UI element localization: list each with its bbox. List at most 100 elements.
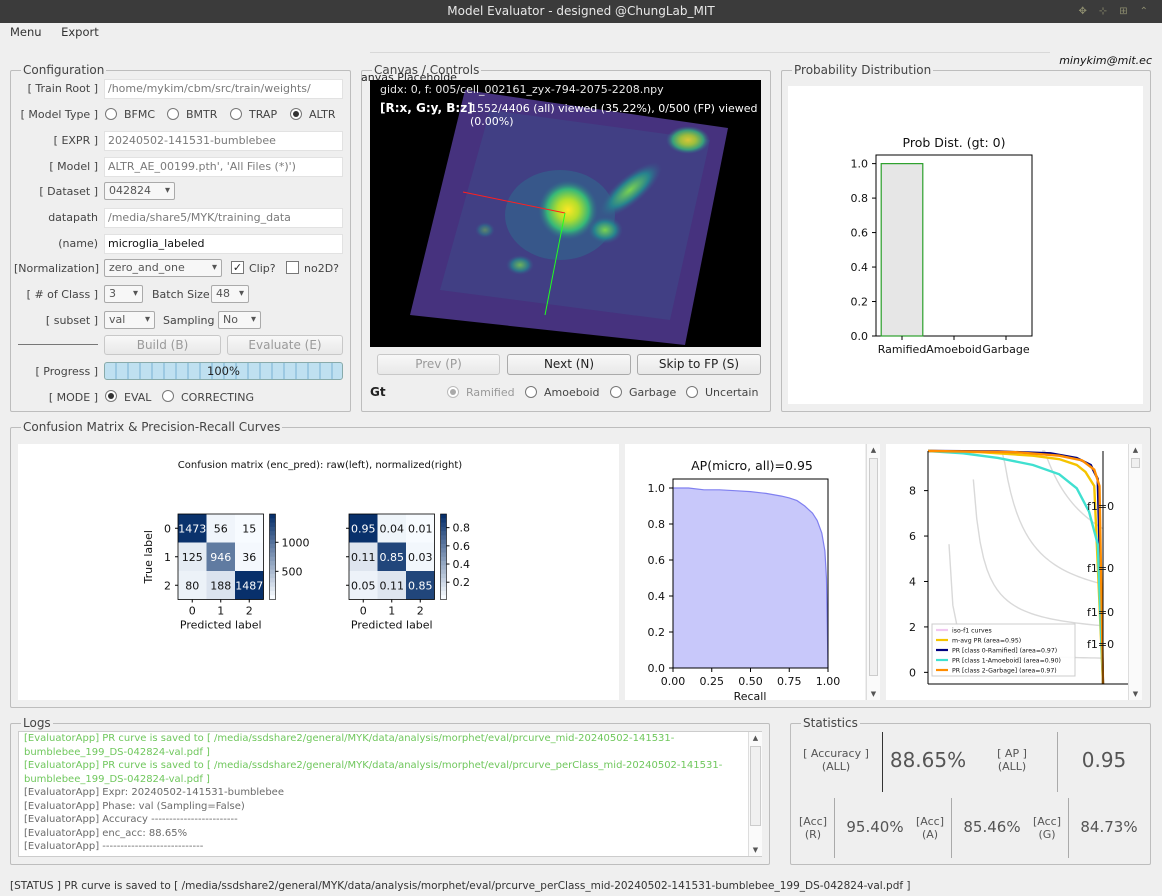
evaluate-button[interactable]: Evaluate (E) (227, 335, 343, 355)
gt-uncertain-radio[interactable] (686, 386, 698, 398)
cm-colorbar-segment (269, 573, 276, 579)
cm-colorbar-segment (440, 573, 447, 579)
model-type-bmtr-radio[interactable] (167, 108, 179, 120)
window-titlebar: Model Evaluator - designed @ChungLab_MIT (0, 0, 1162, 23)
cm-xtick-label: 1 (388, 605, 395, 618)
log-line: bumblebee_199_DS-042824-val.pdf ] (24, 746, 210, 758)
dataset-select[interactable]: 042824 (104, 182, 175, 200)
pr-legend-label: PR [class 0-Ramified] (area=0.97) (952, 648, 1057, 655)
gt-garbage-radio[interactable] (610, 386, 622, 398)
maximize-icon[interactable]: ⊞ (1119, 6, 1128, 17)
build-button[interactable]: Build (B) (104, 335, 221, 355)
cm-ytick-label: 0 (164, 522, 171, 535)
pr-ytick-label: 6 (909, 530, 916, 543)
cm-xtick-label: 0 (360, 605, 367, 618)
cm-cell-value: 0.03 (408, 551, 433, 564)
cm-colorbar-segment (440, 552, 447, 558)
next-button[interactable]: Next (N) (507, 354, 631, 375)
iso-f1-label: f1=0 (1087, 500, 1114, 513)
pr-ytick-label: 2 (909, 621, 916, 634)
cm-cell-value: 0.95 (351, 522, 376, 535)
log-view[interactable]: [EvaluatorApp] PR curve is saved to [ /m… (18, 731, 762, 857)
stat-ap-value: 0.95 (1081, 748, 1127, 772)
status-bar: [STATUS ] PR curve is saved to [ /media/… (0, 876, 1162, 896)
ap-scrollbar[interactable]: ▲ ▼ (866, 444, 880, 700)
model-type-bfmc-radio[interactable] (105, 108, 117, 120)
cm-colorbar-segment (269, 582, 276, 588)
cm-colorbar-segment (269, 561, 276, 566)
cm-colorbar-segment (269, 586, 276, 592)
iso-f1-curve (1001, 450, 1104, 585)
sampling-select[interactable]: No (218, 311, 261, 329)
menu-item-export[interactable]: Export (61, 25, 99, 39)
gt-ramified-label: Ramified (466, 386, 515, 399)
scroll-down-icon[interactable]: ▼ (752, 846, 759, 854)
model-type-trap-label: TRAP (249, 108, 278, 121)
prob-xtick-label: Amoeboid (926, 343, 982, 356)
model-field[interactable]: ALTR_AE_00199.pth', 'All Files (*)') (104, 157, 343, 177)
train-root-field[interactable]: /home/mykim/cbm/src/train/weights/ (104, 79, 343, 99)
expr-field[interactable]: 20240502-141531-bumblebee (104, 131, 343, 151)
cm-cell (406, 542, 435, 571)
clip-checkbox[interactable]: ✓ (231, 261, 244, 274)
scroll-up-icon[interactable]: ▲ (752, 734, 759, 742)
normalization-select[interactable]: zero_and_one (104, 259, 222, 277)
scroll-up-icon[interactable]: ▲ (870, 446, 877, 454)
log-line: [EvaluatorApp] Phase: val (Sampling=Fals… (24, 800, 245, 812)
pin-icon[interactable]: ✥ (1078, 6, 1087, 17)
model-type-altr-radio[interactable] (290, 108, 302, 120)
ap-xtick-label: 0.25 (700, 675, 725, 688)
batch-size-spinner[interactable]: 48 (211, 285, 249, 303)
cm-colorbar-segment (269, 569, 276, 575)
cm-cell (406, 514, 435, 543)
minimize-icon[interactable]: ⊹ (1098, 6, 1108, 17)
gt-amoeboid-radio[interactable] (525, 386, 537, 398)
scroll-thumb[interactable] (869, 458, 878, 676)
iso-f1-curve (972, 479, 1104, 627)
gt-ramified-radio[interactable] (447, 386, 459, 398)
prob-xtick-label: Ramified (878, 343, 927, 356)
scroll-down-icon[interactable]: ▼ (1132, 690, 1139, 698)
cm-cell-value: 0.05 (351, 579, 376, 592)
expr-label: [ EXPR ] (53, 134, 98, 147)
scroll-thumb[interactable] (750, 746, 761, 826)
cm-colorbar-label: 0.6 (453, 540, 471, 553)
normalization-label: [Normalization] (14, 262, 100, 275)
mode-eval-radio[interactable] (105, 390, 117, 402)
model-type-trap-radio[interactable] (230, 108, 242, 120)
scroll-up-icon[interactable]: ▲ (1132, 446, 1139, 454)
cm-cell-value: 15 (242, 522, 256, 535)
stat-acc-g-value: 84.73% (1080, 818, 1138, 836)
batch-size-label: Batch Size (152, 288, 210, 301)
prob-chart-panel: Prob Dist. (gt: 0) 0.0 0.2 0.4 0.6 0.8 1.0 Ra… (788, 86, 1143, 404)
stat-acc-g-label: [Acc] (G) (1032, 815, 1061, 841)
skip-fp-button[interactable]: Skip to FP (S) (637, 354, 761, 375)
cm-colorbar-label: 0.2 (453, 576, 471, 589)
datapath-field[interactable]: /media/share5/MYK/training_data (104, 208, 343, 228)
prob-ytick-label: 0.4 (851, 261, 869, 274)
no2d-checkbox[interactable] (286, 261, 299, 274)
stat-accuracy-label: [ Accuracy ] (ALL) (803, 747, 869, 773)
progress-bar: 100% (104, 362, 343, 380)
name-field[interactable]: microglia_labeled (104, 234, 343, 254)
mode-correcting-radio[interactable] (162, 390, 174, 402)
cm-colorbar-segment (440, 518, 447, 524)
num-class-select[interactable]: 3 (104, 285, 143, 303)
menu-item-menu[interactable]: Menu (10, 25, 42, 39)
subset-select[interactable]: val (104, 311, 155, 329)
cm-colorbar-segment (440, 535, 447, 541)
cm-colorbar-segment (269, 539, 276, 545)
scroll-thumb[interactable] (1131, 458, 1140, 468)
close-icon[interactable]: ⌃ (1139, 6, 1148, 17)
pr-scrollbar[interactable]: ▲ ▼ (1128, 444, 1142, 700)
statistics-group: Statistics (790, 716, 1151, 865)
scroll-down-icon[interactable]: ▼ (870, 690, 877, 698)
cm-cell-value: 80 (185, 579, 199, 592)
log-scrollbar[interactable]: ▲ ▼ (748, 732, 762, 856)
image-canvas[interactable]: gidx: 0, f: 005/cell_002161_zyx-794-2075… (370, 80, 761, 347)
stat-accuracy-value: 88.65% (889, 748, 967, 772)
ap-title: AP(micro, all)=0.95 (691, 458, 813, 473)
prev-button[interactable]: Prev (P) (377, 354, 500, 375)
stat-acc-a-label: [Acc] (A) (915, 815, 944, 841)
pr-legend-label: PR [class 2-Garbage] (area=0.97) (952, 668, 1057, 675)
